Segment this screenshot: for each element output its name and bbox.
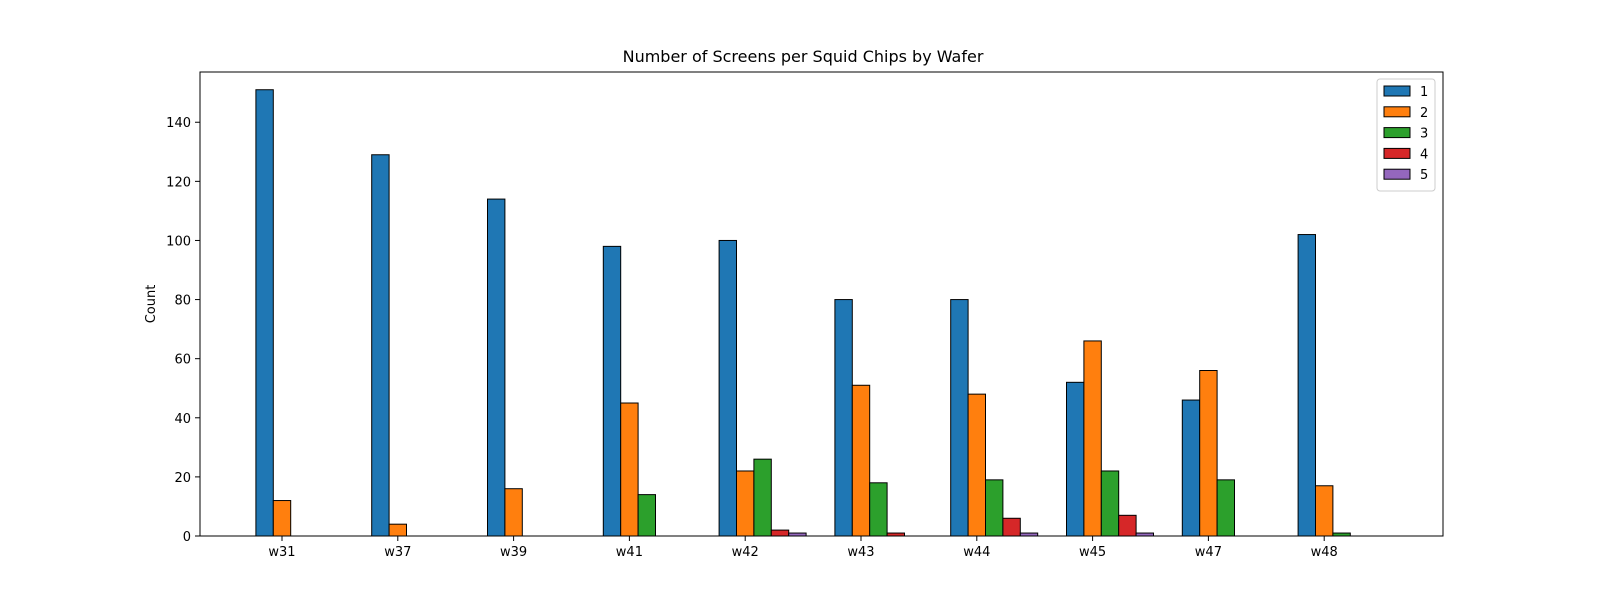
- bar-w47-series-2: [1199, 370, 1218, 537]
- x-tick-label: w41: [616, 545, 643, 560]
- y-tick-label: 60: [174, 353, 191, 368]
- bar-w39-series-2: [504, 488, 523, 537]
- x-tick-label: w48: [1311, 545, 1338, 560]
- bar-w44-series-2: [967, 393, 986, 537]
- bar-w41-series-1: [602, 245, 622, 537]
- legend-swatch-5: [1383, 168, 1411, 180]
- bar-w42-series-2: [736, 470, 755, 537]
- legend-label-2: 2: [1420, 106, 1428, 121]
- legend-swatch-2: [1383, 106, 1411, 118]
- bar-w45-series-4: [1118, 514, 1137, 537]
- bar-w43-series-1: [834, 299, 853, 537]
- bar-w43-series-3: [869, 482, 888, 537]
- legend-swatch-4: [1383, 147, 1411, 159]
- bar-w47-series-3: [1216, 479, 1235, 537]
- bar-w48-series-2: [1315, 485, 1334, 537]
- chart-title: Number of Screens per Squid Chips by Waf…: [623, 47, 984, 66]
- x-tick-label: w43: [847, 545, 874, 560]
- bar-w31-series-1: [255, 89, 274, 537]
- bar-w37-series-1: [371, 154, 390, 537]
- bar-w44-series-4: [1002, 517, 1021, 537]
- x-tick-label: w39: [500, 545, 527, 560]
- legend-label-1: 1: [1420, 85, 1428, 100]
- bar-w45-series-2: [1083, 340, 1102, 537]
- y-tick-label: 140: [166, 116, 191, 131]
- bar-w42-series-4: [770, 529, 790, 537]
- y-tick-label: 40: [174, 412, 191, 427]
- bar-w45-series-3: [1100, 470, 1120, 537]
- legend-label-3: 3: [1420, 127, 1428, 142]
- y-tick-label: 100: [166, 234, 191, 249]
- y-tick-label: 80: [174, 294, 191, 309]
- bar-w31-series-2: [272, 500, 292, 537]
- bar-w37-series-2: [388, 523, 408, 537]
- bar-w44-series-3: [985, 479, 1004, 537]
- bar-w42-series-3: [753, 458, 772, 537]
- bar-w41-series-2: [620, 402, 639, 537]
- bar-w45-series-1: [1066, 381, 1085, 537]
- legend-label-5: 5: [1420, 168, 1428, 183]
- y-tick-label: 0: [183, 530, 191, 545]
- bar-w39-series-1: [487, 198, 506, 537]
- y-tick-label: 120: [166, 175, 191, 190]
- bar-w48-series-1: [1297, 234, 1316, 537]
- bar-w47-series-1: [1181, 399, 1201, 537]
- legend-swatch-3: [1383, 127, 1411, 139]
- bar-w42-series-1: [718, 239, 737, 537]
- y-tick-label: 20: [174, 471, 191, 486]
- x-tick-label: w44: [963, 545, 990, 560]
- legend-label-4: 4: [1420, 147, 1428, 162]
- plot-frame: [199, 71, 1444, 537]
- x-tick-label: w37: [384, 545, 411, 560]
- x-tick-label: w47: [1195, 545, 1222, 560]
- y-axis-label: Count: [144, 285, 159, 324]
- bar-w41-series-3: [637, 494, 656, 537]
- bar-w43-series-2: [851, 384, 871, 537]
- x-tick-label: w31: [268, 545, 295, 560]
- legend-swatch-1: [1383, 85, 1411, 97]
- bar-w44-series-1: [950, 299, 969, 537]
- x-tick-label: w42: [732, 545, 759, 560]
- x-tick-label: w45: [1079, 545, 1106, 560]
